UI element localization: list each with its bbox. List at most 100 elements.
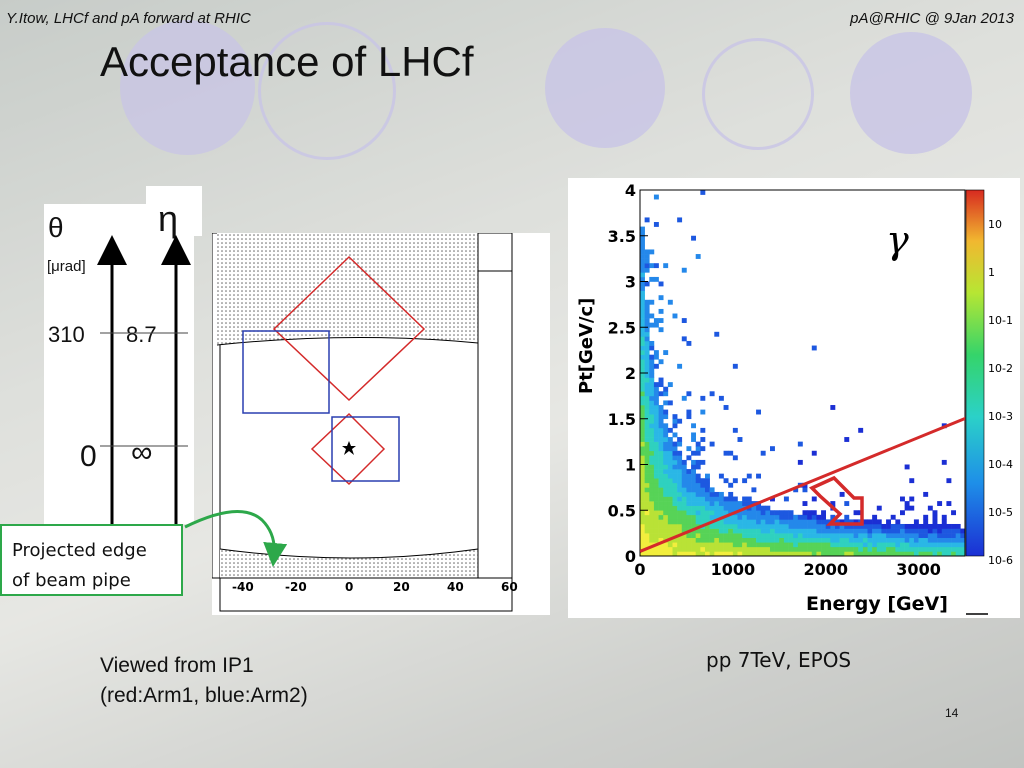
heatmap-cell	[672, 523, 678, 529]
heatmap-cell	[681, 542, 687, 548]
heatmap-cell	[663, 469, 669, 474]
heatmap-cell	[839, 491, 845, 497]
heatmap-cell	[900, 510, 905, 516]
heatmap-cell	[686, 496, 692, 502]
heatmap-cell	[862, 546, 868, 552]
heatmap-cell	[825, 551, 831, 556]
heatmap-cell	[751, 551, 757, 556]
heatmap-cell	[723, 546, 729, 552]
heatmap-cell	[816, 514, 822, 520]
heatmap-cell	[695, 514, 701, 520]
heatmap-cell	[681, 514, 687, 520]
heatmap-cell	[695, 542, 701, 548]
heatmap-cell	[760, 519, 766, 525]
heatmap-cell	[667, 450, 673, 456]
slide-title: Acceptance of LHCf	[100, 38, 474, 85]
heatmap-cell	[640, 455, 645, 461]
heatmap-cell	[839, 546, 845, 552]
heatmap-cell	[779, 533, 785, 539]
heatmap-cell	[923, 514, 929, 520]
heatmap-cell	[644, 473, 650, 479]
heatmap-cell	[658, 469, 664, 474]
det-x-tick: -20	[285, 580, 307, 594]
deco-circle	[258, 22, 396, 160]
heatmap-cell	[649, 340, 655, 346]
heatmap-cell	[658, 359, 664, 365]
heatmap-cell	[862, 551, 868, 556]
heatmap-cell	[640, 235, 645, 241]
heatmap-cell	[644, 455, 650, 461]
heatmap-cell	[644, 542, 650, 548]
heatmap-cell	[760, 505, 766, 511]
heatmap-cell	[904, 505, 910, 511]
heatmap-cell	[913, 533, 919, 539]
heatmap-cell	[728, 514, 734, 520]
heatmap-cell	[951, 546, 957, 552]
heatmap-cell	[700, 533, 706, 539]
heatmap-cell	[709, 441, 715, 447]
heatmap-cell	[886, 519, 892, 525]
heatmap-cell	[663, 437, 669, 442]
heatmap-cell	[862, 528, 868, 534]
heatmap-cell	[909, 537, 915, 543]
heatmap-cell	[737, 505, 743, 511]
heatmap-cell	[751, 510, 757, 516]
heatmap-cell	[853, 537, 859, 543]
heatmap-cell	[672, 496, 678, 502]
heatmap-cell	[732, 514, 738, 520]
heatmap-cell	[644, 533, 650, 539]
heatmap-cell	[663, 446, 669, 452]
heatmap-cell	[876, 523, 882, 529]
heatmap-cell	[691, 546, 697, 552]
heatmap-cell	[709, 505, 715, 511]
heatmap-cell	[695, 450, 701, 456]
heatmap-cell	[732, 523, 738, 529]
heatmap-cell	[937, 551, 943, 556]
heatmap-cell	[756, 533, 762, 539]
heatmap-cell	[904, 528, 910, 534]
heatmap-cell	[653, 354, 659, 360]
heatmap-cell	[649, 409, 655, 415]
heatmap-cell	[672, 528, 678, 534]
heatmap-cell	[774, 542, 780, 548]
heatmap-cell	[653, 533, 659, 539]
heatmap-cell	[644, 327, 650, 333]
heatmap-cell	[700, 546, 706, 552]
heatmap-cell	[705, 542, 710, 548]
heatmap-cell	[941, 514, 947, 520]
heatmap-cell	[672, 418, 678, 424]
heatmap-cell	[770, 537, 775, 543]
heatmap-cell	[723, 478, 729, 484]
heatmap-cell	[653, 546, 659, 552]
heatmap-cell	[728, 510, 734, 516]
heatmap-cell	[960, 528, 965, 534]
heatmap-cell	[653, 510, 659, 516]
heatmap-cell	[756, 551, 762, 556]
heatmap-cell	[848, 523, 854, 529]
heatmap-cell	[644, 537, 650, 543]
heatmap-cell	[807, 542, 813, 548]
eta-tick-low: ∞	[131, 436, 153, 469]
heatmap-cell	[839, 533, 845, 539]
heatmap-cell	[788, 546, 794, 552]
heatmap-cell	[640, 478, 645, 484]
heatmap-cell	[825, 533, 831, 539]
heatmap-cell	[751, 542, 757, 548]
heatmap-cell	[835, 542, 840, 548]
heatmap-cell	[951, 523, 957, 529]
heatmap-cell	[691, 469, 697, 474]
heatmap-cell	[825, 519, 831, 525]
heatmap-cell	[644, 217, 650, 223]
heatmap-cell	[746, 496, 752, 502]
heatmap-cell	[770, 523, 775, 529]
heatmap-cell	[932, 523, 938, 529]
heatmap-cell	[686, 514, 692, 520]
heatmap-cell	[746, 501, 752, 506]
heatmap-cell	[705, 487, 710, 493]
z-scale-tick: 10-6	[988, 554, 1013, 567]
heatmap-cell	[667, 542, 673, 548]
heatmap-cell	[890, 528, 896, 534]
heatmap-cell	[728, 542, 734, 548]
heatmap-cell	[909, 551, 915, 556]
heatmap-cell	[709, 523, 715, 529]
